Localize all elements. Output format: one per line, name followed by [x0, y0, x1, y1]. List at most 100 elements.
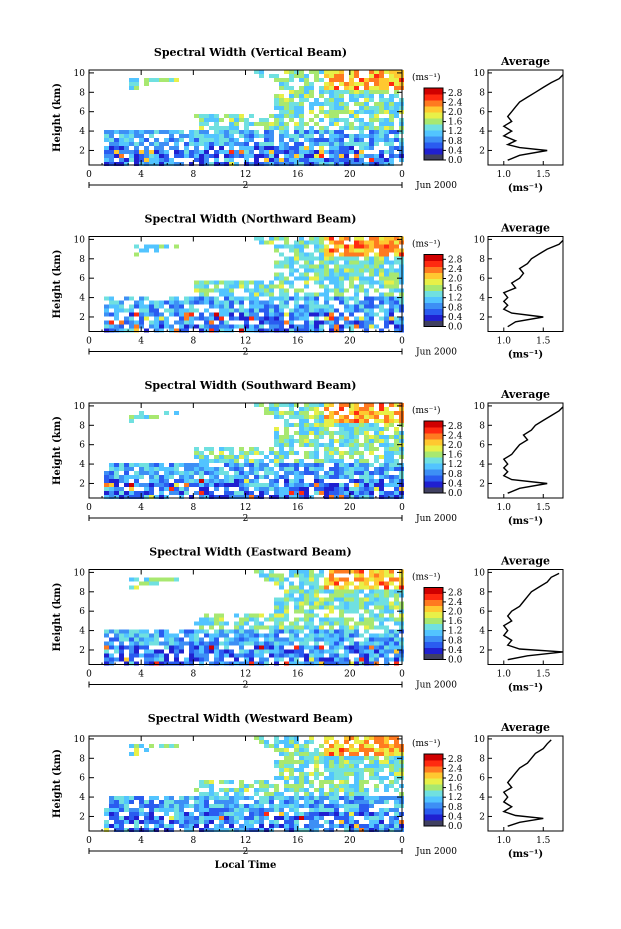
heatmap-cell	[214, 138, 219, 142]
heatmap-cell	[289, 78, 294, 82]
heatmap-cell	[359, 150, 364, 154]
heatmap-cell	[329, 276, 334, 281]
heatmap-cell	[224, 455, 229, 459]
heatmap-cell	[334, 585, 339, 590]
heatmap-cell	[319, 649, 324, 654]
heatmap-cell	[349, 114, 354, 118]
heatmap-cell	[174, 78, 179, 82]
heatmap-cell	[129, 796, 134, 800]
heatmap-cell	[389, 451, 394, 455]
heatmap-cell	[349, 828, 354, 832]
heatmap-cell	[144, 816, 149, 820]
heatmap-cell	[219, 292, 224, 297]
heatmap-cell	[389, 110, 394, 114]
heatmap-cell	[354, 142, 359, 146]
heatmap-cell	[354, 808, 359, 812]
heatmap-cell	[194, 455, 199, 459]
colorbar-tick-label: 1.2	[448, 793, 462, 803]
heatmap-cell	[204, 653, 209, 658]
heatmap-cell	[139, 415, 144, 419]
heatmap-cell	[299, 589, 304, 594]
heatmap-cell	[169, 134, 174, 138]
heatmap-cell	[289, 573, 294, 578]
heatmap-cell	[374, 158, 379, 162]
y-tick-label: 8	[79, 588, 85, 598]
heatmap-cell	[299, 142, 304, 146]
heatmap-cell	[104, 320, 109, 325]
heatmap-cell	[274, 577, 279, 582]
y-tick-label: 6	[79, 108, 85, 118]
heatmap-cell	[369, 800, 374, 804]
heatmap-cell	[339, 70, 344, 74]
heatmap-cell	[279, 792, 284, 796]
heatmap-cell	[284, 150, 289, 154]
heatmap-cell	[149, 150, 154, 154]
heatmap-cell	[114, 804, 119, 808]
heatmap-cell	[279, 641, 284, 646]
heatmap-cell	[259, 804, 264, 808]
heatmap-cell	[389, 613, 394, 618]
heatmap-cell	[199, 475, 204, 479]
heatmap-cell	[274, 94, 279, 98]
heatmap-cell	[184, 661, 189, 666]
heatmap-cell	[344, 316, 349, 321]
heatmap-cell	[309, 240, 314, 245]
heatmap-cell	[309, 154, 314, 158]
heatmap-cell	[389, 455, 394, 459]
heatmap-cell	[274, 98, 279, 102]
heatmap-cell	[284, 236, 289, 241]
heatmap-cell	[374, 86, 379, 90]
heatmap-cell	[369, 475, 374, 479]
heatmap-cell	[114, 312, 119, 317]
heatmap-cell	[354, 487, 359, 491]
heatmap-cell	[359, 467, 364, 471]
heatmap-cell	[214, 142, 219, 146]
heatmap-cell	[209, 467, 214, 471]
heatmap-cell	[194, 134, 199, 138]
heatmap-cell	[359, 308, 364, 313]
heatmap-cell	[279, 264, 284, 269]
heatmap-cell	[194, 284, 199, 289]
heatmap-cell	[354, 256, 359, 261]
heatmap-cell	[289, 248, 294, 253]
heatmap-cell	[344, 768, 349, 772]
heatmap-cell	[339, 495, 344, 499]
heatmap-cell	[389, 146, 394, 150]
heatmap-cell	[329, 443, 334, 447]
heatmap-cell	[284, 82, 289, 86]
heatmap-cell	[259, 824, 264, 828]
heatmap-cell	[229, 308, 234, 313]
heatmap-cell	[254, 808, 259, 812]
heatmap-cell	[389, 118, 394, 122]
heatmap-cell	[324, 792, 329, 796]
heatmap-cell	[229, 467, 234, 471]
heatmap-cell	[209, 126, 214, 130]
heatmap-cell	[369, 573, 374, 578]
heatmap-cell	[239, 328, 244, 333]
heatmap-cell	[289, 403, 294, 407]
heatmap-cell	[174, 657, 179, 662]
heatmap-cell	[284, 605, 289, 610]
heatmap-cell	[134, 641, 139, 646]
heatmap-cell	[264, 158, 269, 162]
heatmap-cell	[284, 577, 289, 582]
heatmap-cell	[379, 768, 384, 772]
heatmap-cell	[174, 800, 179, 804]
heatmap-cell	[309, 808, 314, 812]
heatmap-cell	[104, 138, 109, 142]
heatmap-cell	[194, 146, 199, 150]
heatmap-cell	[359, 800, 364, 804]
colorbar-units: (ms⁻¹)	[412, 738, 441, 749]
heatmap-cell	[319, 621, 324, 626]
heatmap-cell	[159, 808, 164, 812]
heatmap-cell	[234, 808, 239, 812]
colorbar-segment	[424, 790, 443, 797]
heatmap-cell	[314, 483, 319, 487]
heatmap-cell	[269, 403, 274, 407]
heatmap-cell	[109, 495, 114, 499]
heatmap-cell	[314, 320, 319, 325]
heatmap-cell	[379, 637, 384, 642]
heatmap-cell	[169, 324, 174, 329]
heatmap-cell	[224, 495, 229, 499]
heatmap-cell	[364, 463, 369, 467]
